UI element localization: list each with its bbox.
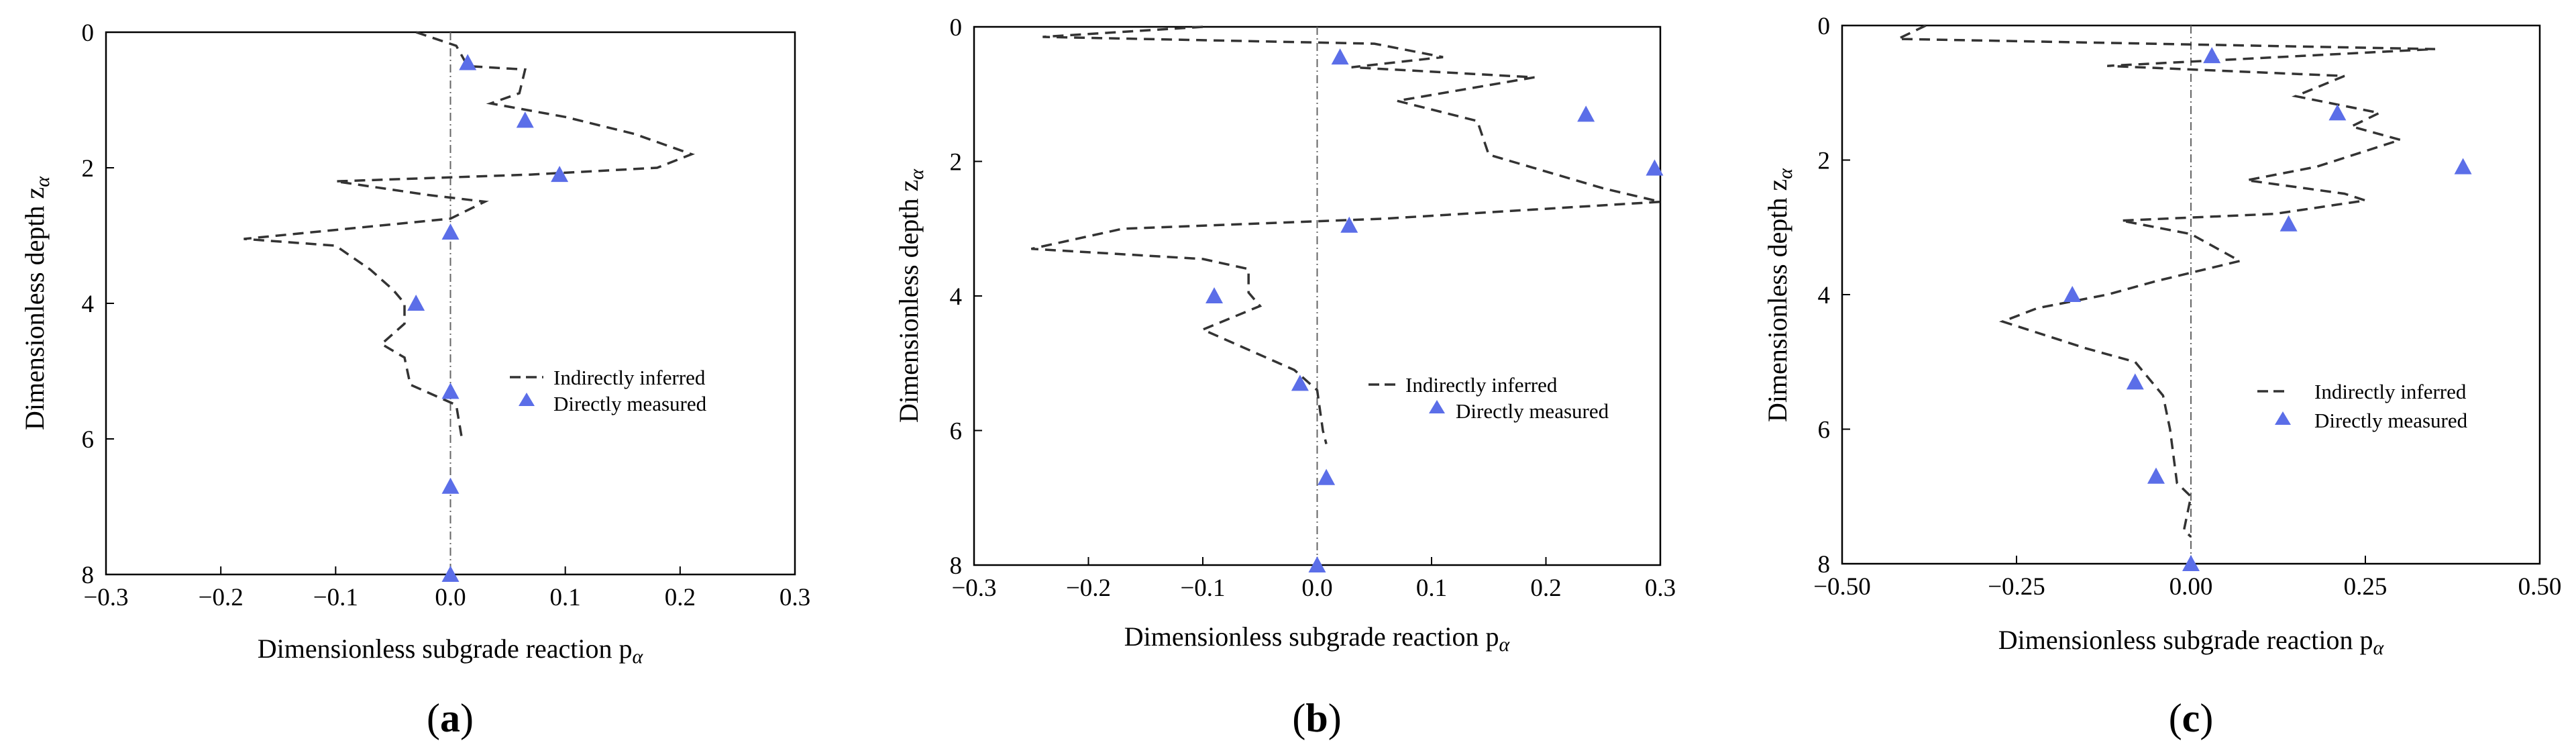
panel-label-a: (a) bbox=[427, 696, 474, 740]
x-axis: −0.3 −0.2 −0.1 0.0 0.1 0.2 0.3 bbox=[951, 557, 1676, 602]
measured-point bbox=[2182, 555, 2200, 572]
legend-triangle-swatch bbox=[1429, 400, 1445, 413]
measured-point bbox=[516, 111, 534, 128]
x-tick-label: 0.3 bbox=[780, 584, 810, 611]
measured-point bbox=[2328, 104, 2347, 121]
measured-point bbox=[2147, 467, 2165, 484]
y-axis: 0 2 4 6 8 bbox=[82, 19, 114, 589]
measured-point bbox=[459, 54, 477, 70]
legend-label-measured: Directly measured bbox=[1456, 399, 1609, 423]
y-tick-label: 4 bbox=[950, 283, 963, 311]
x-tick-label: 0.25 bbox=[2344, 573, 2387, 601]
inferred-series-line bbox=[244, 31, 696, 440]
x-tick-label: −0.2 bbox=[1066, 574, 1111, 602]
x-tick-label: 0.2 bbox=[665, 584, 696, 611]
y-tick-label: 6 bbox=[950, 418, 963, 446]
panel-a: −0.3 −0.2 −0.1 0.0 0.1 0.2 0.3 0 2 4 6 8 Indirectl… bbox=[19, 19, 810, 740]
measured-point bbox=[1308, 556, 1326, 573]
panel-label-c: (c) bbox=[2169, 696, 2214, 740]
y-tick-label: 4 bbox=[1818, 282, 1831, 309]
y-tick-label: 2 bbox=[1818, 148, 1831, 175]
measured-point bbox=[441, 383, 460, 399]
x-tick-label: 0.1 bbox=[1416, 574, 1447, 602]
x-axis: −0.3 −0.2 −0.1 0.0 0.1 0.2 0.3 bbox=[83, 566, 810, 611]
legend: Indirectly inferred Directly measured bbox=[2257, 380, 2468, 432]
panel-c: −0.50 −0.25 0.00 0.25 0.50 0 2 4 6 8 Indirectly … bbox=[1762, 13, 2561, 740]
measured-point bbox=[441, 477, 460, 494]
measured-point bbox=[1205, 287, 1224, 304]
x-axis-label: Dimensionless subgrade reaction pα bbox=[1124, 621, 1511, 656]
measured-point bbox=[551, 166, 569, 183]
measured-point bbox=[1577, 105, 1595, 122]
measured-series-markers bbox=[407, 54, 569, 583]
measured-series-markers bbox=[1205, 48, 1664, 573]
y-axis: 0 2 4 6 8 bbox=[950, 14, 982, 580]
legend: Indirectly inferred Directly measured bbox=[1368, 373, 1609, 423]
y-tick-label: 0 bbox=[82, 19, 95, 47]
measured-point bbox=[2063, 286, 2082, 303]
y-tick-label: 8 bbox=[950, 552, 963, 580]
y-axis-label: Dimensionless depth zα bbox=[19, 176, 54, 430]
measured-point bbox=[1331, 48, 1349, 65]
x-tick-label: −0.50 bbox=[1813, 573, 1871, 601]
legend-label-measured: Directly measured bbox=[553, 392, 707, 415]
x-tick-label: −0.3 bbox=[951, 574, 996, 602]
x-tick-label: 0.0 bbox=[1301, 574, 1332, 602]
x-tick-label: −0.3 bbox=[83, 584, 128, 611]
y-tick-label: 8 bbox=[1818, 551, 1831, 578]
inferred-series-line bbox=[1897, 24, 2436, 538]
legend-label-inferred: Indirectly inferred bbox=[553, 366, 706, 389]
panel-b: −0.3 −0.2 −0.1 0.0 0.1 0.2 0.3 0 2 4 6 8 Indirectl… bbox=[894, 14, 1676, 740]
measured-point bbox=[407, 295, 425, 311]
y-axis: 0 2 4 6 8 bbox=[1818, 13, 1850, 578]
x-tick-label: −0.1 bbox=[1180, 574, 1225, 602]
measured-point bbox=[2126, 373, 2144, 390]
y-tick-label: 2 bbox=[82, 155, 95, 183]
y-tick-label: 6 bbox=[1818, 417, 1831, 444]
x-tick-label: 0.0 bbox=[435, 584, 466, 611]
measured-point bbox=[1646, 159, 1664, 176]
y-tick-label: 4 bbox=[82, 291, 95, 318]
measured-point bbox=[1340, 216, 1358, 233]
measured-point bbox=[2279, 215, 2298, 232]
measured-point bbox=[1318, 468, 1336, 485]
y-tick-label: 0 bbox=[950, 14, 963, 42]
measured-point bbox=[2203, 47, 2221, 64]
x-axis-label: Dimensionless subgrade reaction pα bbox=[1998, 625, 2385, 659]
y-tick-label: 0 bbox=[1818, 13, 1831, 40]
x-tick-label: −0.1 bbox=[313, 584, 358, 611]
measured-point bbox=[441, 566, 460, 583]
x-axis: −0.50 −0.25 0.00 0.25 0.50 bbox=[1813, 556, 2561, 601]
x-axis-label: Dimensionless subgrade reaction pα bbox=[258, 634, 644, 668]
y-axis-label: Dimensionless depth zα bbox=[894, 168, 928, 423]
x-tick-label: 0.1 bbox=[550, 584, 581, 611]
x-tick-label: 0.50 bbox=[2518, 573, 2562, 601]
measured-point bbox=[441, 223, 460, 240]
legend-triangle-swatch bbox=[519, 393, 535, 406]
y-axis-label: Dimensionless depth zα bbox=[1762, 168, 1796, 422]
y-tick-label: 8 bbox=[82, 562, 95, 589]
measured-point bbox=[2454, 158, 2472, 174]
legend-label-inferred: Indirectly inferred bbox=[1405, 373, 1558, 397]
inferred-series-line bbox=[1030, 26, 1661, 445]
legend: Indirectly inferred Directly measured bbox=[510, 366, 707, 415]
panel-label-b: (b) bbox=[1292, 696, 1341, 740]
x-tick-label: 0.3 bbox=[1645, 574, 1676, 602]
measured-point bbox=[1291, 374, 1309, 391]
legend-label-measured: Directly measured bbox=[2314, 409, 2468, 432]
x-tick-label: −0.25 bbox=[1988, 573, 2045, 601]
x-tick-label: 0.2 bbox=[1530, 574, 1561, 602]
x-tick-label: 0.00 bbox=[2169, 573, 2213, 601]
x-tick-label: −0.2 bbox=[199, 584, 244, 611]
legend-triangle-swatch bbox=[2275, 411, 2291, 425]
measured-series-markers bbox=[2063, 47, 2472, 572]
y-tick-label: 2 bbox=[950, 149, 963, 177]
y-tick-label: 6 bbox=[82, 426, 95, 454]
legend-label-inferred: Indirectly inferred bbox=[2314, 380, 2467, 403]
